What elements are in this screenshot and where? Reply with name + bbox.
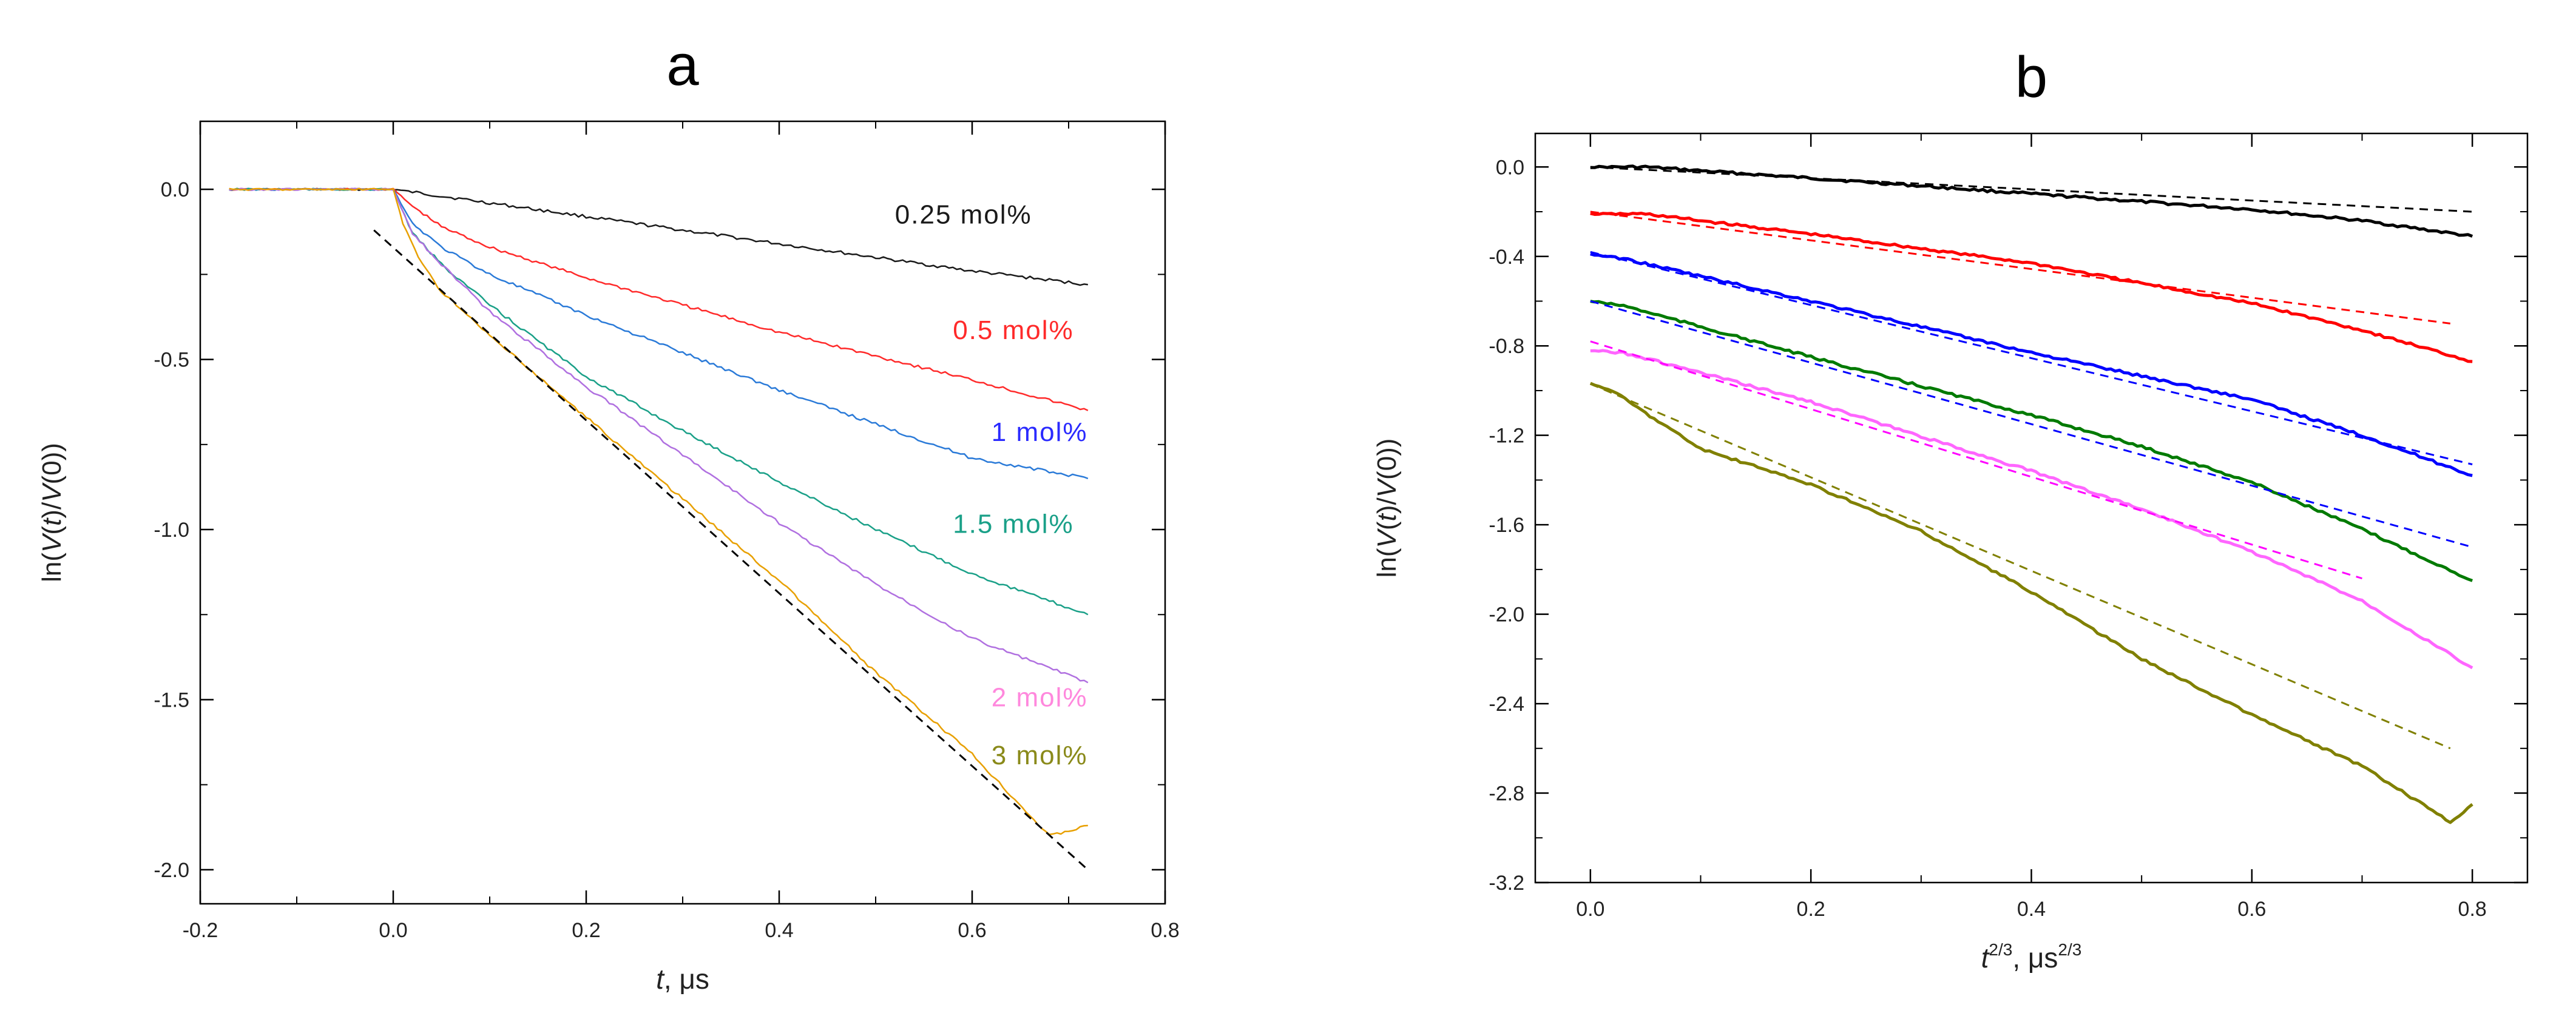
y-tick-label: -0.5 [154,349,189,372]
y-tick-label: -2.8 [1489,782,1524,806]
x-axis-label: t2/3, μs2/3 [1981,940,2082,974]
series-label: 0.5 mol% [953,315,1073,345]
y-label-part: ln( [37,553,67,582]
x-tick-label: 0.2 [572,919,600,942]
series-line-1 [1590,212,2473,363]
series-line-0 [1590,164,2473,238]
series-label: 3 mol% [992,741,1088,770]
y-axis-label: ln(V(t)/V(0)) [1372,439,1402,578]
y-label-part: ( [1372,521,1402,530]
series-line-3 [1590,300,2473,582]
series-label: 1.5 mol% [953,510,1073,539]
panel-label: a [666,33,699,98]
panel-b: 0.0 0.2 0.4 0.6 0.8 0.0 -0.4 -0.8 -1.2 -1.6 -2.0 -2… [1372,45,2529,974]
x-label-part: 2/3 [1989,940,2012,959]
y-label-part: t [1372,513,1402,522]
x-label-part: t [1981,942,1990,974]
x-label-part: , μs [2012,942,2058,974]
panel-a: -0.2 0.0 0.2 0.4 0.6 0.8 0.0 -0.5 -1.0 -1.5 -2.0 0.… [37,33,1180,995]
y-tick-label: 0.0 [1496,156,1524,179]
y-label-part: ln( [1372,548,1402,577]
y-tick-label: -3.2 [1489,872,1524,895]
fit-line-3 [1590,300,2473,548]
panel-label: b [2015,45,2047,110]
series-line-3 [229,187,1089,616]
x-tick-label: 0.6 [958,919,986,942]
x-label-part: t [656,963,665,995]
y-tick-label: 0.0 [161,178,189,201]
y-label-part: V [37,482,67,502]
x-tick-label: -0.2 [183,919,218,942]
y-tick-label: -1.2 [1489,425,1524,448]
fit-line-0 [1590,166,2473,213]
fit-line-5 [1590,383,2451,750]
y-tick-label: -1.0 [154,519,189,542]
x-tick-label: 0.8 [1151,919,1179,942]
y-label-part: ( [37,526,67,535]
y-tick-label: -1.5 [154,688,189,711]
series-label: 0.25 mol% [895,200,1032,229]
series-line-4 [229,187,1089,684]
y-tick-label: -0.4 [1489,246,1524,269]
x-axis-label: t, μs [656,963,709,995]
fit-line-4 [1590,340,2362,580]
y-label-part: )/ [1372,497,1402,514]
y-label-part: V [37,533,67,553]
fit-line-2 [1590,251,2473,466]
series-label: 2 mol% [992,683,1088,713]
x-tick-label: 0.8 [2458,898,2487,921]
series-line-4 [1590,349,2473,670]
x-tick-label: 0.0 [379,919,407,942]
y-label-part: V [1372,477,1402,497]
y-tick-label: -0.8 [1489,335,1524,358]
series-line-5 [229,187,1088,835]
x-label-part: , μs [664,963,709,995]
x-tick-label: 0.6 [2237,898,2266,921]
x-label-part: 2/3 [2058,940,2081,959]
y-label-part: (0)) [37,443,67,484]
plot-frame [1534,132,2529,884]
series-label: 1 mol% [992,417,1088,447]
fit-line-1 [1590,210,2451,325]
y-tick-label: -2.4 [1489,693,1524,716]
y-tick-label: -2.0 [1489,604,1524,627]
x-tick-label: 0.0 [1576,898,1604,921]
series-line-2 [1590,252,2473,477]
y-label-part: (0)) [1372,439,1402,480]
x-tick-label: 0.4 [2017,898,2046,921]
series-group [229,187,1089,871]
series-line-5 [1589,382,2473,824]
y-label-part: V [1372,528,1402,548]
x-tick-label: 0.4 [765,919,793,942]
y-tick-label: -2.0 [154,859,189,882]
series-group [1589,164,2473,824]
y-axis-label: ln(V(t)/V(0)) [37,443,67,582]
y-label-part: )/ [37,502,67,519]
y-tick-label: -1.6 [1489,514,1524,537]
x-tick-label: 0.2 [1797,898,1825,921]
y-label-part: t [37,517,67,526]
